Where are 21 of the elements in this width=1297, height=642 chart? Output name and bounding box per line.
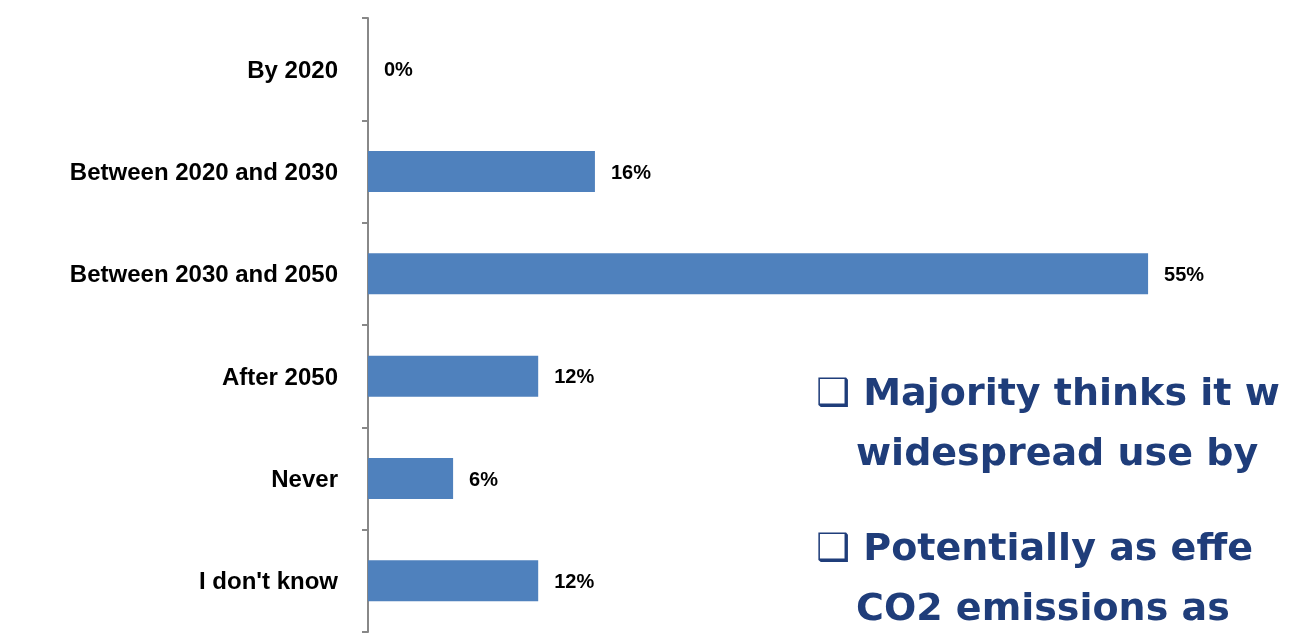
data-label: 55% — [1164, 262, 1205, 285]
y-tick-label: After 2050 — [221, 362, 338, 390]
annotation: ❑ Majority thinks it w — [816, 370, 1280, 414]
data-label: 12% — [554, 365, 595, 388]
y-tick-label: Between 2020 and 2030 — [69, 158, 338, 185]
data-label: 6% — [469, 467, 499, 490]
bar — [368, 253, 1149, 295]
bar — [368, 151, 595, 192]
annotation: CO2 emissions as — [856, 585, 1230, 629]
bar — [368, 355, 539, 397]
bar — [368, 458, 454, 499]
y-tick-label: Between 2030 and 2050 — [69, 260, 338, 288]
y-tick-label: Never — [271, 465, 338, 492]
annotation: widespread use by — [856, 430, 1259, 474]
data-label: 12% — [554, 569, 595, 592]
y-tick-label: I don't know — [198, 567, 339, 595]
bar — [368, 560, 539, 602]
data-label: 0% — [384, 58, 414, 81]
annotation: ❑ Potentially as effe — [816, 525, 1253, 569]
data-label: 16% — [610, 160, 652, 183]
y-tick-label: By 2020 — [247, 55, 338, 83]
